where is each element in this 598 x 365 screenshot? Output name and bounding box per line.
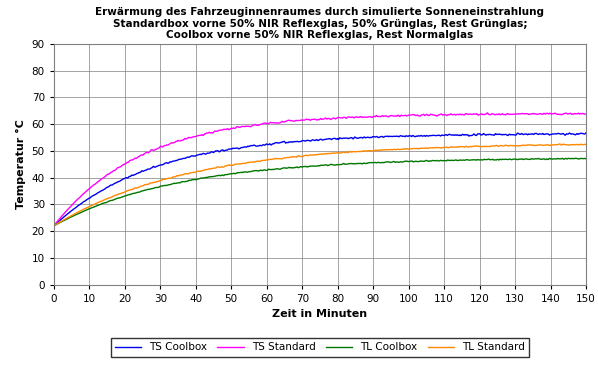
TS Standard (484, 111, 491, 115)
TL Coolbox (50, 224, 57, 228)
TS Standard (50, 224, 57, 228)
TS Coolbox (111, 181, 118, 186)
TL Standard (142, 182, 150, 187)
TS Standard (254, 123, 261, 127)
TL Coolbox (254, 169, 261, 173)
TL Coolbox (582, 157, 590, 161)
TS Coolbox (142, 168, 150, 173)
TL Standard (582, 143, 590, 147)
TS Coolbox (277, 140, 285, 145)
TS Coolbox (254, 144, 261, 148)
Y-axis label: Temperatur °C: Temperatur °C (16, 119, 26, 209)
TS Standard (515, 112, 522, 116)
TL Coolbox (277, 167, 285, 171)
TL Standard (556, 142, 563, 146)
TS Standard (111, 168, 118, 173)
TL Standard (254, 159, 261, 164)
Line: TL Standard: TL Standard (54, 144, 586, 226)
TL Standard (111, 193, 118, 198)
TL Standard (50, 224, 57, 228)
TL Standard (515, 144, 522, 148)
TS Standard (142, 150, 150, 154)
TL Coolbox (565, 156, 572, 161)
TL Standard (572, 142, 579, 147)
TS Coolbox (582, 131, 590, 135)
TS Coolbox (572, 132, 579, 137)
Line: TL Coolbox: TL Coolbox (54, 158, 586, 226)
Legend: TS Coolbox, TS Standard, TL Coolbox, TL Standard: TS Coolbox, TS Standard, TL Coolbox, TL … (111, 338, 529, 357)
TS Standard (277, 120, 285, 125)
X-axis label: Zeit in Minuten: Zeit in Minuten (272, 309, 368, 319)
Line: TS Standard: TS Standard (54, 113, 586, 226)
TS Standard (572, 112, 579, 116)
TS Standard (582, 112, 590, 116)
TL Coolbox (142, 188, 150, 192)
TL Coolbox (572, 156, 579, 161)
Title: Erwärmung des Fahrzeuginnenraumes durch simulierte Sonneneinstrahlung
Standardbo: Erwärmung des Fahrzeuginnenraumes durch … (96, 7, 544, 40)
Line: TS Coolbox: TS Coolbox (54, 133, 586, 226)
TS Coolbox (50, 224, 57, 228)
TL Coolbox (515, 157, 522, 162)
TL Standard (277, 157, 285, 161)
TL Coolbox (111, 197, 118, 201)
TS Coolbox (515, 131, 522, 135)
